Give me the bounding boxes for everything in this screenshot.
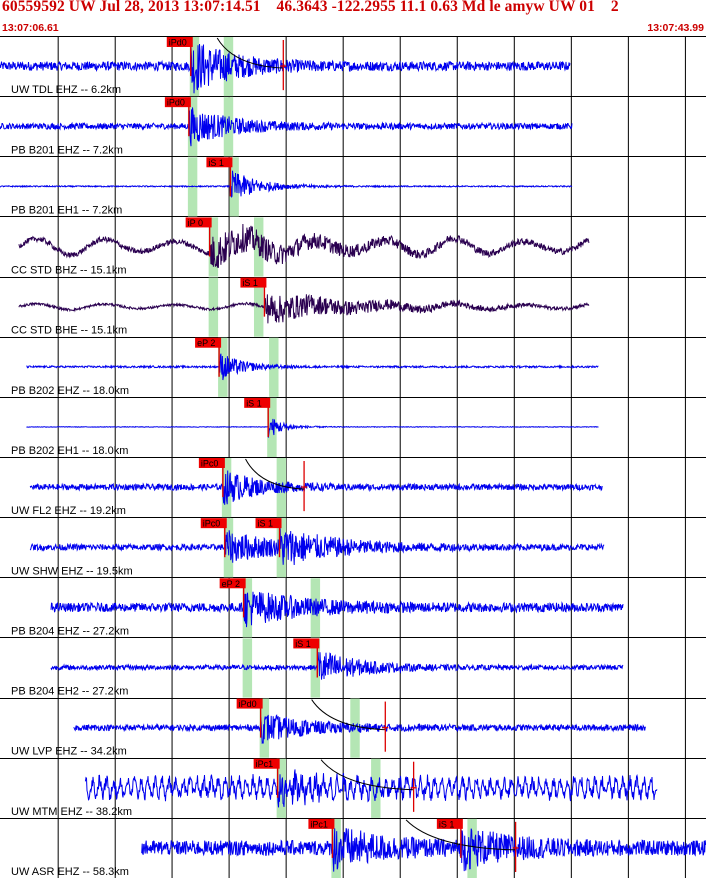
waveform-8 [29, 528, 605, 566]
pick-box-8-1 [255, 518, 282, 529]
annotation-layer: iPd0 UW TDL EHZ -- 6.2km iPd0 PB B201 EHZ -… [11, 37, 519, 878]
pick-label-3-0: iP 0 [188, 218, 203, 228]
trace-label-13: UW ASR EHZ -- 58.3km [11, 866, 129, 878]
trace-label-3: CC STD BHZ -- 15.1km [11, 265, 127, 277]
waveform-1 [0, 107, 573, 147]
pick-box-5-0 [195, 337, 222, 348]
waveform-13 [141, 828, 706, 872]
trace-label-1: PB B201 EHZ -- 7.2km [11, 144, 123, 156]
trace-label-0: UW TDL EHZ -- 6.2km [11, 84, 121, 96]
waveform-4 [18, 293, 590, 324]
pick-window-7-1 [276, 458, 287, 518]
travel-time-curve-0 [216, 37, 284, 69]
pick-box-8-0 [200, 518, 227, 529]
pick-label-12-0: iPc1 [256, 759, 274, 769]
travel-time-curve-12 [320, 759, 414, 791]
waveform-2 [0, 170, 573, 198]
trace-label-11: UW LVP EHZ -- 34.2km [11, 746, 127, 758]
end-time-label: 13:07:43.99 [647, 22, 704, 34]
pick-window-0-0 [189, 37, 200, 97]
waveform-3 [18, 223, 590, 268]
pick-label-10-0: iS 1 [295, 639, 311, 649]
pick-label-11-0: iPd0 [239, 699, 257, 709]
seismogram-plot: iPd0 UW TDL EHZ -- 6.2km iPd0 PB B201 EHZ -… [0, 36, 706, 878]
pick-box-9-0 [219, 578, 246, 589]
pick-box-2-0 [206, 157, 233, 168]
pick-label-6-0: iS 1 [246, 398, 262, 408]
pick-box-7-0 [198, 458, 225, 468]
pick-box-6-0 [244, 397, 271, 408]
pick-label-13-0: iPc1 [310, 819, 328, 829]
pick-box-10-0 [293, 638, 320, 649]
travel-time-curve-7 [245, 458, 305, 490]
trace-label-8: UW SHW EHZ -- 19.5km [11, 565, 133, 577]
waveform-12 [84, 769, 658, 808]
trace-label-4: CC STD BHE -- 15.1km [11, 325, 127, 337]
pick-window-12-1 [371, 758, 381, 818]
start-time-label: 13:07:06.61 [2, 22, 59, 34]
pick-box-11-0 [236, 698, 263, 709]
pick-label-5-0: eP 2 [197, 338, 215, 348]
event-title: 60559592 UW Jul 28, 2013 13:07:14.51 46.… [2, 0, 619, 15]
trace-label-7: UW FL2 EHZ -- 19.2km [11, 505, 126, 517]
pick-window-2-1 [229, 157, 239, 217]
trace-label-6: PB B202 EH1 -- 18.0km [11, 445, 128, 457]
trace-label-5: PB B202 EHZ -- 18.0km [11, 385, 129, 397]
waveform-7 [29, 470, 603, 505]
trace-label-2: PB B201 EH1 -- 7.2km [11, 204, 122, 216]
pick-box-0-0 [166, 37, 193, 47]
pick-box-12-0 [253, 758, 280, 769]
trace-layer [0, 43, 706, 872]
pick-box-13-1 [436, 818, 463, 829]
waveform-11 [73, 714, 647, 745]
trace-label-12: UW MTM EHZ -- 38.2km [11, 806, 132, 818]
pick-label-13-1: iS 1 [439, 819, 455, 829]
pick-label-2-0: iS 1 [208, 158, 224, 168]
travel-time-curve-11 [311, 699, 386, 731]
pick-label-0-0: iPd0 [169, 38, 187, 48]
travel-time-curve-13 [405, 819, 516, 851]
pick-box-4-0 [240, 277, 267, 288]
pick-label-8-1: iS 1 [258, 519, 274, 529]
pick-label-4-0: iS 1 [242, 278, 258, 288]
pick-window-8-1 [276, 518, 287, 578]
pick-box-3-0 [185, 217, 212, 228]
trace-label-10: PB B204 EH2 -- 27.2km [11, 686, 128, 698]
pick-label-1-0: iPd0 [167, 98, 185, 108]
waveform-6 [26, 418, 599, 438]
trace-label-9: PB B204 EHZ -- 27.2km [11, 625, 129, 637]
waveform-0 [0, 43, 571, 94]
pick-label-9-0: eP 2 [222, 579, 240, 589]
pick-window-13-1 [467, 818, 477, 878]
pick-label-7-0: iPc0 [201, 459, 219, 469]
waveform-10 [50, 651, 624, 680]
waveform-9 [50, 591, 624, 628]
waveform-5 [26, 353, 599, 381]
pick-label-8-0: iPc0 [203, 519, 221, 529]
pick-box-13-0 [308, 818, 335, 829]
grid-layer [0, 36, 706, 878]
header: 60559592 UW Jul 28, 2013 13:07:14.51 46.… [0, 0, 706, 36]
pick-box-1-0 [164, 97, 191, 108]
